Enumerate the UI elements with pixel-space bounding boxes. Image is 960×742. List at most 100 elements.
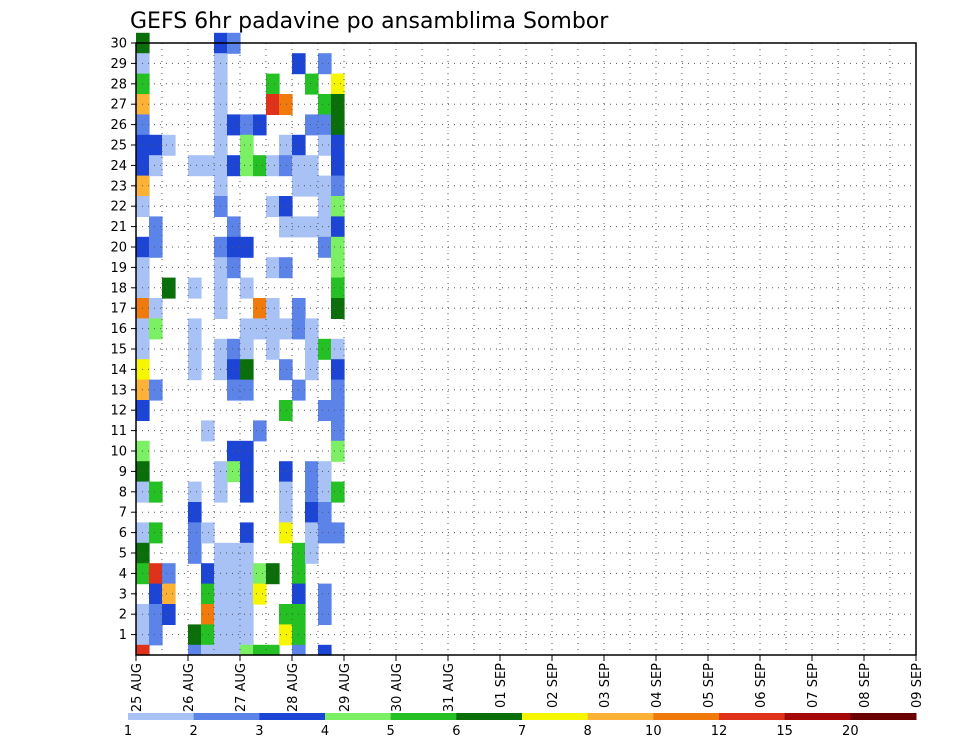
colorbar-label: 5: [387, 724, 395, 739]
heatmap-cell: [149, 379, 163, 401]
heatmap-cell: [188, 522, 202, 544]
heatmap-cell: [331, 338, 345, 360]
heatmap-cell: [318, 522, 332, 544]
heatmap-cell: [331, 216, 345, 238]
y-tick-label: 19: [110, 261, 127, 276]
heatmap-cell: [149, 583, 163, 605]
heatmap-cell: [279, 502, 293, 523]
colorbar-swatch: [719, 713, 786, 720]
heatmap-cell: [292, 644, 306, 656]
y-tick-label: 2: [119, 608, 127, 623]
heatmap-cell: [279, 400, 293, 421]
chart-title: GEFS 6hr padavine po ansamblima Sombor: [130, 9, 609, 34]
heatmap-cell: [240, 379, 254, 401]
colorbar-swatch: [522, 713, 589, 720]
heatmap-cell: [240, 624, 254, 646]
heatmap-cell: [253, 563, 267, 585]
heatmap-cell: [266, 644, 280, 656]
heatmap-cell: [149, 216, 163, 238]
heatmap-cell: [188, 502, 202, 523]
colorbar-label: 12: [711, 724, 728, 739]
heatmap-cell: [201, 583, 215, 605]
heatmap-cell: [318, 338, 332, 360]
colorbar-label: 3: [255, 724, 263, 739]
heatmap-cell: [266, 298, 280, 319]
heatmap-cell: [240, 644, 254, 656]
heatmap-cell: [253, 583, 267, 605]
heatmap-cell: [188, 542, 202, 564]
heatmap-cell: [331, 134, 345, 156]
heatmap-cell: [318, 644, 332, 656]
heatmap-cell: [240, 114, 254, 136]
heatmap-cell: [331, 175, 345, 197]
y-tick-label: 11: [110, 424, 127, 439]
heatmap-cell: [253, 318, 267, 340]
heatmap-cell: [331, 236, 345, 258]
colorbar-swatch: [325, 713, 392, 720]
colorbar-label: 20: [842, 724, 859, 739]
x-tick-label: 01 SEP: [494, 663, 509, 708]
heatmap-cell: [227, 624, 241, 646]
heatmap-cell: [240, 236, 254, 258]
y-tick-label: 27: [110, 98, 127, 113]
heatmap-cell: [266, 94, 280, 115]
colorbar-swatch: [653, 713, 720, 720]
heatmap-cell: [279, 522, 293, 544]
heatmap-cell: [240, 604, 254, 625]
heatmap-cells: [136, 32, 345, 656]
colorbar: 1 2 3 4 5 6 7 8 10 12 15 20: [124, 713, 917, 739]
x-tick-label: 26 AUG: [182, 663, 197, 712]
y-axis: 1234567891011121314151617181920212223242…: [110, 37, 136, 643]
y-tick-label: 7: [119, 506, 127, 521]
heatmap-cell: [188, 644, 202, 656]
heatmap-cell: [318, 236, 332, 258]
y-tick-label: 8: [119, 485, 127, 500]
heatmap-cell: [149, 563, 163, 585]
colorbar-swatch: [390, 713, 457, 720]
heatmap-cell: [318, 400, 332, 421]
heatmap-cell: [305, 359, 319, 381]
y-tick-label: 25: [110, 139, 127, 154]
heatmap-cell: [201, 604, 215, 625]
heatmap-cell: [305, 155, 319, 177]
heatmap-cell: [227, 338, 241, 360]
colorbar-label: 2: [190, 724, 198, 739]
heatmap-cell: [279, 359, 293, 381]
heatmap-cell: [149, 155, 163, 177]
colorbar-swatch: [784, 713, 851, 720]
colorbar-swatch: [587, 713, 654, 720]
y-tick-label: 1: [119, 628, 127, 643]
heatmap-cell: [149, 318, 163, 340]
heatmap-cell: [305, 318, 319, 340]
heatmap-cell: [227, 379, 241, 401]
heatmap-cell: [227, 359, 241, 381]
heatmap-cell: [149, 236, 163, 258]
heatmap-cell: [188, 624, 202, 646]
heatmap-cell: [318, 175, 332, 197]
heatmap-cell: [266, 196, 280, 217]
heatmap-cell: [253, 420, 267, 442]
heatmap-cell: [188, 318, 202, 340]
heatmap-cell: [149, 481, 163, 503]
heatmap-cell: [214, 644, 228, 656]
heatmap-cell: [305, 114, 319, 136]
y-tick-label: 28: [110, 77, 127, 92]
heatmap-cell: [331, 379, 345, 401]
y-tick-label: 13: [110, 383, 127, 398]
heatmap-cell: [227, 257, 241, 279]
heatmap-cell: [253, 644, 267, 656]
heatmap-cell: [331, 359, 345, 381]
y-tick-label: 16: [110, 322, 127, 337]
heatmap-cell: [149, 604, 163, 625]
heatmap-cell: [279, 94, 293, 115]
heatmap-cell: [279, 461, 293, 483]
heatmap-cell: [305, 461, 319, 483]
heatmap-cell: [331, 400, 345, 421]
y-tick-label: 21: [110, 220, 127, 235]
heatmap-cell: [149, 522, 163, 544]
heatmap-cell: [201, 644, 215, 656]
x-tick-label: 25 AUG: [130, 663, 145, 712]
y-tick-label: 6: [119, 526, 127, 541]
heatmap-cell: [318, 134, 332, 156]
colorbar-swatch: [850, 713, 917, 720]
